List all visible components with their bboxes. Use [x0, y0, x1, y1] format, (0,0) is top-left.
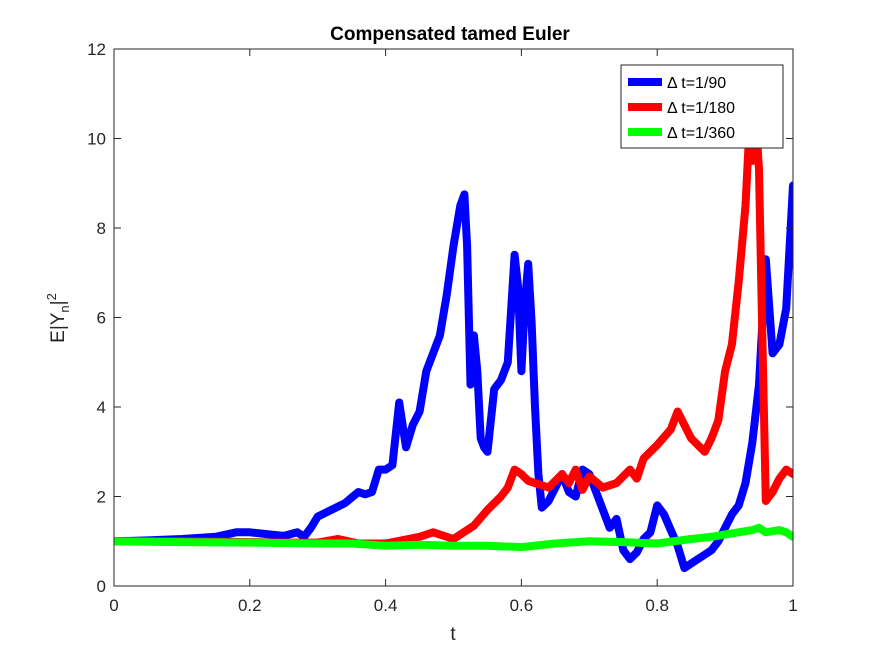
y-tick-label: 10 — [87, 130, 106, 149]
x-axis-ticks: 0 0.2 0.4 0.6 0.8 1 — [109, 49, 798, 615]
y-axis-label-main: E|Y — [48, 312, 69, 343]
series-line-0 — [114, 181, 793, 573]
y-tick-label: 4 — [97, 398, 106, 417]
y-tick-label: 12 — [87, 40, 106, 59]
x-tick-label: 0.2 — [238, 596, 262, 615]
series-layer — [114, 112, 793, 573]
legend-label-dt-1-180: Δ t=1/180 — [667, 100, 735, 117]
y-tick-label: 2 — [97, 488, 106, 507]
y-axis-ticks: 0 2 4 6 8 10 12 — [87, 40, 793, 596]
legend-label-dt-1-360: Δ t=1/360 — [667, 125, 735, 142]
x-axis-label: t — [450, 624, 456, 645]
chart-title: Compensated tamed Euler — [330, 24, 570, 45]
y-axis-label-subscript: n — [57, 305, 72, 312]
series-line-1 — [114, 112, 793, 548]
y-axis-label-bar: | — [48, 300, 69, 305]
x-tick-label: 0.8 — [645, 596, 669, 615]
y-axis-label-superscript: 2 — [44, 293, 59, 300]
x-tick-label: 0 — [109, 596, 118, 615]
legend: Δ t=1/90 Δ t=1/180 Δ t=1/360 — [620, 64, 784, 149]
legend-label-dt-1-90: Δ t=1/90 — [667, 75, 726, 92]
y-tick-label: 6 — [97, 309, 106, 328]
x-tick-label: 0.6 — [510, 596, 534, 615]
x-tick-label: 0.4 — [374, 596, 398, 615]
y-tick-label: 0 — [97, 577, 106, 596]
x-tick-label: 1 — [788, 596, 797, 615]
series-line-2 — [114, 523, 793, 552]
y-axis-label: E|Yn|2 — [44, 293, 72, 343]
y-tick-label: 8 — [97, 219, 106, 238]
